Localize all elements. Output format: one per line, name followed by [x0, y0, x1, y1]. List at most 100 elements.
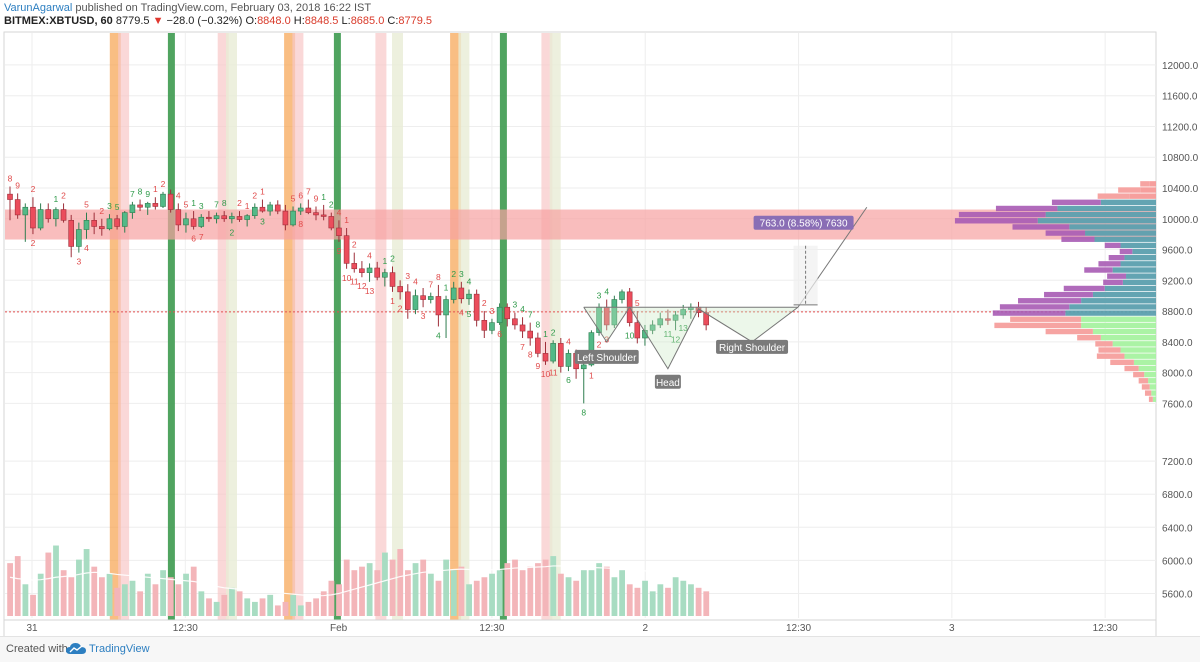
candle-body[interactable]: [481, 320, 488, 331]
candle-body[interactable]: [183, 218, 189, 226]
candle-body[interactable]: [229, 216, 235, 220]
candle-body[interactable]: [206, 216, 212, 220]
candle-body[interactable]: [91, 220, 97, 227]
candle-body[interactable]: [489, 322, 495, 331]
td-count-label: 3: [199, 201, 204, 211]
td-count-label: 11: [350, 277, 359, 287]
candle-body[interactable]: [60, 209, 67, 221]
candle-body[interactable]: [642, 330, 648, 339]
candle-body[interactable]: [106, 218, 113, 230]
candle-body[interactable]: [190, 218, 197, 227]
candle-body[interactable]: [99, 226, 105, 230]
x-tick-label: 12:30: [1093, 623, 1118, 634]
candle-body[interactable]: [412, 295, 419, 310]
candle-body[interactable]: [580, 364, 587, 370]
volume-bar: [30, 594, 36, 616]
candle-body[interactable]: [450, 287, 457, 300]
signal-bar-pink: [541, 33, 553, 620]
candle-body[interactable]: [198, 216, 205, 227]
candle-body[interactable]: [649, 324, 656, 331]
candle-body[interactable]: [114, 218, 120, 227]
candle-body[interactable]: [152, 203, 159, 207]
candle-body[interactable]: [68, 220, 74, 247]
tradingview-link[interactable]: TradingView: [89, 643, 150, 655]
candle-body[interactable]: [389, 272, 396, 287]
candle-body[interactable]: [634, 322, 641, 339]
candle-body[interactable]: [435, 296, 442, 316]
candle-body[interactable]: [7, 193, 13, 200]
candle-body[interactable]: [313, 212, 319, 216]
candle-body[interactable]: [458, 287, 465, 300]
candle-body[interactable]: [259, 206, 266, 212]
candle-body[interactable]: [496, 306, 503, 323]
candle-body[interactable]: [611, 299, 618, 326]
candle-body[interactable]: [542, 353, 549, 362]
candle-body[interactable]: [76, 229, 82, 247]
candle-body[interactable]: [305, 207, 312, 213]
candle-body[interactable]: [443, 299, 449, 316]
candle-body[interactable]: [343, 235, 350, 264]
candle-body[interactable]: [328, 216, 335, 229]
volume-profile-row: [1120, 242, 1156, 249]
candle-body[interactable]: [252, 206, 258, 216]
candle-body[interactable]: [665, 318, 671, 321]
candle-body[interactable]: [121, 212, 128, 227]
candle-body[interactable]: [167, 193, 174, 210]
candle-body[interactable]: [374, 267, 381, 278]
candle-body[interactable]: [290, 210, 296, 226]
candle-body[interactable]: [14, 199, 21, 216]
candle-body[interactable]: [83, 220, 90, 230]
candle-body[interactable]: [519, 324, 526, 332]
candle-body[interactable]: [351, 263, 358, 270]
candle-body[interactable]: [236, 216, 243, 220]
candle-body[interactable]: [30, 206, 36, 229]
candle-body[interactable]: [336, 227, 342, 236]
candle-body[interactable]: [672, 314, 679, 321]
candle-body[interactable]: [160, 193, 166, 207]
candle-body[interactable]: [221, 215, 227, 220]
candle-body[interactable]: [129, 204, 136, 213]
candle-body[interactable]: [359, 268, 365, 273]
candle-body[interactable]: [619, 291, 625, 300]
volume-bar: [527, 566, 534, 616]
candle-body[interactable]: [657, 318, 664, 326]
candle-body[interactable]: [565, 353, 572, 367]
candle-body[interactable]: [550, 343, 556, 362]
candle-body[interactable]: [703, 312, 709, 326]
candle-body[interactable]: [382, 272, 388, 278]
candle-body[interactable]: [37, 209, 44, 229]
candle-body[interactable]: [535, 337, 541, 354]
candle-body[interactable]: [473, 293, 480, 321]
candle-body[interactable]: [244, 215, 250, 220]
candle-body[interactable]: [267, 204, 273, 212]
author-link[interactable]: VarunAgarwal: [4, 2, 73, 14]
candle-body[interactable]: [22, 206, 29, 216]
candle-body[interactable]: [274, 204, 281, 212]
candle-body[interactable]: [557, 343, 564, 367]
candle-body[interactable]: [366, 267, 373, 273]
candle-body[interactable]: [504, 306, 511, 320]
candle-body[interactable]: [282, 210, 289, 226]
candle-body[interactable]: [427, 296, 434, 300]
candle-body[interactable]: [404, 291, 411, 310]
candle-body[interactable]: [466, 293, 472, 300]
candle-body[interactable]: [137, 204, 143, 208]
candle-body[interactable]: [297, 207, 304, 212]
candle-body[interactable]: [45, 209, 52, 220]
candle-body[interactable]: [320, 214, 327, 217]
candle-body[interactable]: [175, 209, 182, 226]
candle-body[interactable]: [512, 318, 518, 326]
td-count-label: 1: [321, 192, 326, 202]
candle-body[interactable]: [144, 203, 151, 208]
volume-bar: [137, 591, 144, 616]
candle-body[interactable]: [53, 209, 59, 220]
candle-body[interactable]: [527, 330, 534, 339]
candle-body[interactable]: [680, 309, 687, 316]
candles[interactable]: [7, 186, 709, 404]
tradingview-cloud-icon[interactable]: [66, 642, 86, 656]
candle-body[interactable]: [420, 295, 426, 300]
candle-body[interactable]: [588, 332, 595, 366]
candle-body[interactable]: [397, 286, 403, 293]
candle-body[interactable]: [213, 215, 220, 220]
